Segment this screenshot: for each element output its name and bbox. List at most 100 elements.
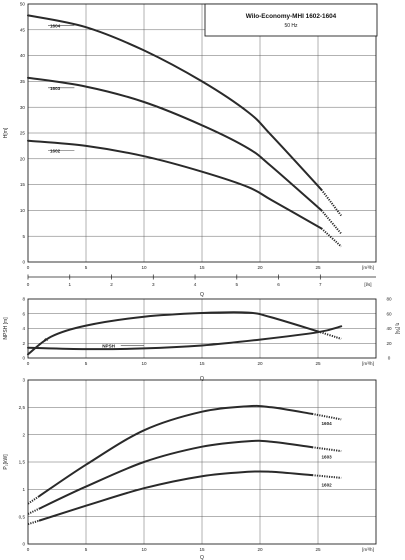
ls-tick-label: 7 <box>319 282 322 287</box>
series-label-1603: 1603 <box>50 86 61 91</box>
y-axis-label: H[m] <box>3 127 9 138</box>
head-1602-extension <box>320 227 342 248</box>
x-axis-label: Q <box>200 292 204 298</box>
ls-tick-label: 2 <box>110 282 113 287</box>
title-box: Wilo-Economy-MHI 1602-1604 50 Hz <box>204 3 378 37</box>
y-axis-label: P₂[kW] <box>3 454 9 470</box>
y2-axis-label: η [%] <box>394 323 400 335</box>
y-tick-label: 0 <box>22 542 25 547</box>
y-tick-label: 2 <box>22 432 25 437</box>
y-tick-label: 0,5 <box>19 514 26 519</box>
y-tick-label: 3 <box>22 378 25 383</box>
y-tick-label: 50 <box>20 2 26 7</box>
series-label-npsh: NPSH <box>102 343 115 348</box>
x-tick-label: 15 <box>199 265 205 270</box>
series-label-1602: 1602 <box>321 482 332 487</box>
power-1603-curve <box>38 439 314 510</box>
y-tick-label: 1 <box>22 487 25 492</box>
y2-tick-label: 0 <box>388 356 391 361</box>
npsh-efficiency-chart: 0 5 10 15 20 25 0 2 4 6 8 [m³/h] 0 20 40 60 80 Q NPSH [m] η… <box>3 297 400 382</box>
x-tick-label: 10 <box>141 361 147 366</box>
power-1604-extension <box>312 412 342 421</box>
x-unit-label: [m³/h] <box>362 265 374 270</box>
ls-tick-label: 5 <box>236 282 239 287</box>
ls-tick-label: 1 <box>68 282 71 287</box>
plot-frame <box>27 298 377 359</box>
power-chart: 0 5 10 15 20 25 0 0,5 1 1,5 2 2,5 3 [m³/h] Q P₂[kW] 1604… <box>3 378 377 560</box>
power-1604-start-extension <box>27 495 41 505</box>
power-1603-start-extension <box>27 507 41 515</box>
x-tick-label: 10 <box>141 265 147 270</box>
y-tick-label: 35 <box>20 79 26 84</box>
series-label-eta: η <box>43 337 49 343</box>
efficiency-curve <box>27 311 319 356</box>
y-tick-label: 8 <box>22 297 25 302</box>
x-tick-label: 5 <box>85 547 88 552</box>
x-tick-label: 5 <box>85 265 88 270</box>
ls-tick-label: 6 <box>277 282 280 287</box>
series-label-1603: 1603 <box>321 455 332 460</box>
x-tick-label: 20 <box>257 265 263 270</box>
series-label-1604: 1604 <box>321 421 332 426</box>
y-tick-label: 30 <box>20 105 26 110</box>
chart-title: Wilo-Economy-MHI 1602-1604 <box>246 13 337 20</box>
head-1602-curve <box>27 139 323 230</box>
ls-unit-label: [l/s] <box>364 282 371 287</box>
y-tick-label: 20 <box>20 156 26 161</box>
x-tick-label: 10 <box>141 547 147 552</box>
ls-tick-label: 3 <box>152 282 155 287</box>
y-tick-label: 45 <box>20 27 26 32</box>
x-unit-label: [m³/h] <box>362 547 374 552</box>
y-tick-label: 0 <box>22 356 25 361</box>
x-tick-label: 15 <box>199 547 205 552</box>
y-axis-label: NPSH [m] <box>3 317 9 340</box>
chart-subtitle: 50 Hz <box>284 23 298 29</box>
x-tick-label: 20 <box>257 361 263 366</box>
x-tick-label: 20 <box>257 547 263 552</box>
x-axis-label: Q <box>200 376 204 382</box>
y-tick-label: 10 <box>20 208 26 213</box>
y-tick-label: 5 <box>22 234 25 239</box>
y2-tick-label: 40 <box>386 326 392 331</box>
x-tick-label: 25 <box>315 547 321 552</box>
y2-tick-label: 20 <box>386 341 392 346</box>
x-axis-label: Q <box>200 555 204 560</box>
power-1602-curve <box>38 470 314 522</box>
head-1604-extension <box>320 189 342 217</box>
power-1602-extension <box>312 474 342 479</box>
y-tick-label: 25 <box>20 131 26 136</box>
ls-tick-label: 0 <box>27 282 30 287</box>
plot-frame <box>27 3 377 263</box>
y-tick-label: 2,5 <box>19 405 26 410</box>
plot-frame <box>27 379 377 545</box>
y2-tick-label: 60 <box>386 311 392 316</box>
series-label-1604: 1604 <box>50 23 61 28</box>
y-tick-label: 4 <box>22 326 25 331</box>
y2-tick-label: 80 <box>386 297 392 302</box>
head-1603-extension <box>320 209 342 235</box>
x-tick-label: 0 <box>27 547 30 552</box>
y-tick-label: 15 <box>20 182 26 187</box>
series-label-1602: 1602 <box>50 149 61 154</box>
efficiency-extension <box>317 330 342 340</box>
y-tick-label: 0 <box>22 260 25 265</box>
power-1604-curve <box>38 404 314 497</box>
ls-tick-label: 4 <box>194 282 197 287</box>
x-tick-label: 0 <box>27 361 30 366</box>
x-unit-label: [m³/h] <box>362 361 374 366</box>
power-1603-extension <box>312 446 342 453</box>
x-tick-label: 5 <box>85 361 88 366</box>
npsh-curve <box>27 325 343 351</box>
y-tick-label: 2 <box>22 341 25 346</box>
power-1602-start-extension <box>27 519 40 526</box>
y-tick-label: 40 <box>20 53 26 58</box>
x-tick-label: 15 <box>199 361 205 366</box>
x-tick-label: 25 <box>315 265 321 270</box>
x-tick-label: 25 <box>315 361 321 366</box>
head-1603-curve <box>27 76 323 212</box>
y-tick-label: 6 <box>22 311 25 316</box>
x-tick-label: 0 <box>27 265 30 270</box>
